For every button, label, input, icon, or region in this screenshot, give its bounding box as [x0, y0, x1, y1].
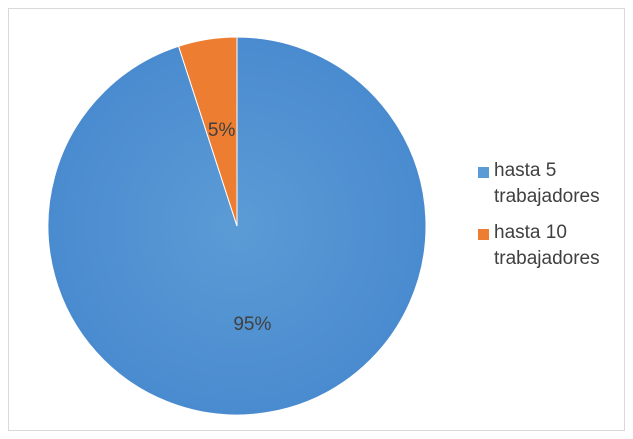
pie-slice-1 — [177, 36, 238, 227]
data-label-1: 5% — [208, 120, 236, 141]
pie-data-labels: 95% 5% — [208, 120, 272, 335]
data-label-0: 95% — [233, 314, 271, 335]
legend-swatch — [478, 167, 489, 178]
legend-swatch — [478, 229, 489, 240]
legend-item-0: hasta 5 trabajadores — [474, 158, 624, 210]
chart-legend: hasta 5 trabajadores hasta 10 trabajador… — [474, 158, 624, 282]
legend-item-1: hasta 10 trabajadores — [474, 220, 624, 272]
legend-label: hasta 5 trabajadores — [494, 160, 600, 207]
pie-slices — [47, 36, 427, 416]
legend-label: hasta 10 trabajadores — [494, 222, 600, 269]
